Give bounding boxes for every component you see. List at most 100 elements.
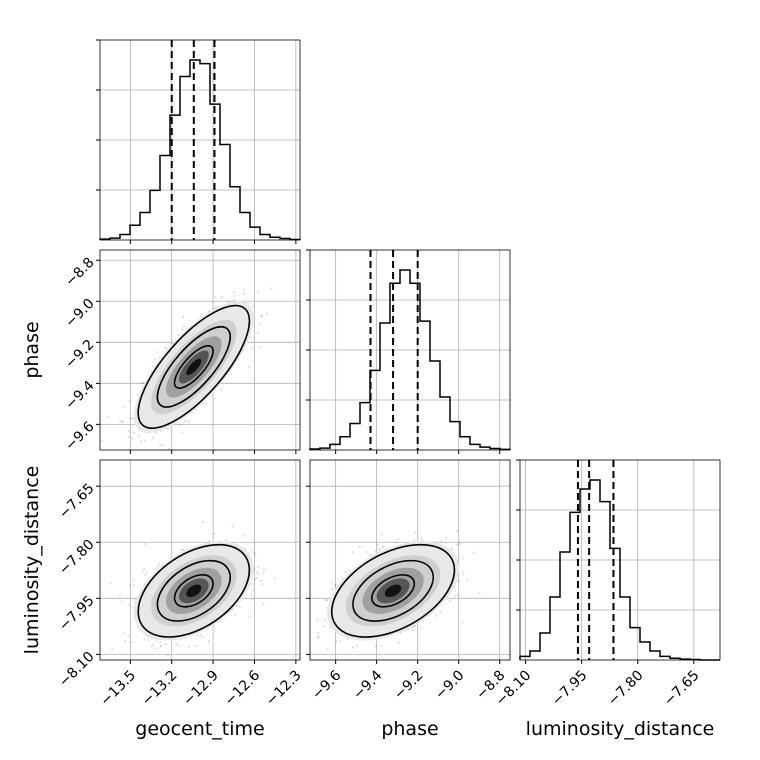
sample-point — [260, 314, 264, 317]
contour-line — [156, 559, 231, 622]
sample-point — [175, 643, 178, 646]
axes-frame — [309, 459, 511, 661]
sample-point — [335, 640, 338, 643]
sample-point — [132, 606, 135, 609]
sample-point — [252, 589, 255, 592]
sample-point — [420, 627, 423, 630]
contour-line — [137, 543, 251, 638]
sample-point — [257, 573, 260, 576]
sample-point — [257, 566, 260, 569]
sample-point — [459, 541, 462, 544]
density-level — [384, 584, 402, 598]
sample-point — [394, 541, 397, 544]
sample-point — [435, 614, 438, 617]
sample-point — [140, 440, 143, 443]
sample-point — [144, 573, 147, 576]
sample-point — [200, 313, 203, 316]
sample-point — [136, 393, 139, 396]
sample-point — [376, 544, 379, 547]
sample-point — [472, 551, 475, 554]
sample-point — [325, 599, 329, 602]
sample-point — [144, 543, 147, 546]
sample-point — [251, 549, 254, 552]
sample-point — [254, 553, 257, 556]
y-tick-label: −9.4 — [62, 378, 97, 413]
sample-point — [461, 621, 464, 624]
y-tick-label: −9.0 — [62, 296, 97, 331]
sample-point — [253, 551, 256, 554]
sample-point — [208, 540, 211, 543]
sample-point — [134, 598, 137, 601]
sample-point — [262, 603, 265, 606]
sample-point — [454, 589, 457, 592]
sample-point — [251, 582, 254, 586]
y-tick-label: −9.2 — [62, 337, 97, 372]
sample-point — [351, 646, 354, 649]
sample-point — [121, 420, 124, 424]
sample-point — [355, 644, 358, 648]
y-tick-label: −7.80 — [56, 537, 98, 579]
sample-point — [332, 587, 335, 591]
sample-point — [238, 605, 241, 609]
sample-point — [214, 305, 217, 308]
sample-point — [334, 584, 337, 587]
sample-point — [153, 358, 156, 361]
sample-point — [128, 399, 131, 402]
sample-point — [461, 557, 464, 560]
x-tick-label: −7.65 — [661, 668, 703, 710]
sample-point — [273, 577, 277, 580]
histogram-step — [519, 479, 720, 661]
sample-point — [158, 562, 161, 566]
sample-point — [382, 545, 385, 548]
x-tick-label: −7.95 — [549, 668, 591, 710]
sample-point — [208, 639, 211, 642]
sample-point — [181, 328, 184, 331]
sample-point — [326, 647, 329, 651]
sample-point — [160, 644, 163, 647]
sample-point — [156, 565, 159, 568]
sample-point — [129, 584, 132, 587]
sample-point — [141, 382, 144, 385]
sample-point — [183, 420, 186, 424]
sample-point — [365, 551, 368, 554]
density-level — [186, 584, 202, 598]
sample-point — [440, 539, 443, 542]
sample-point — [156, 351, 159, 354]
sample-point — [109, 582, 112, 585]
sample-point — [316, 618, 319, 621]
sample-point — [187, 645, 190, 649]
sample-point — [455, 529, 459, 533]
y-tick-label: −7.95 — [56, 593, 98, 635]
sample-point — [122, 405, 125, 408]
sample-point — [374, 550, 377, 553]
x-tick-label: −12.3 — [263, 668, 305, 710]
sample-point — [119, 419, 122, 422]
sample-point — [164, 643, 168, 646]
y-tick-label: −8.8 — [62, 255, 97, 290]
sample-point — [251, 304, 255, 307]
sample-point — [232, 291, 235, 294]
grid-layer — [100, 40, 720, 660]
sample-point — [242, 288, 245, 291]
sample-point — [158, 356, 161, 359]
sample-point — [381, 546, 384, 549]
sample-point — [177, 644, 180, 647]
x-axis-label-phase: phase — [381, 718, 438, 740]
sample-point — [378, 548, 381, 551]
sample-point — [380, 644, 383, 647]
sample-point — [414, 531, 417, 534]
x-tick-label: −13.5 — [98, 668, 140, 710]
sample-point — [454, 594, 457, 597]
sample-point — [130, 641, 133, 644]
sample-point — [121, 420, 124, 423]
sample-point — [456, 594, 460, 597]
sample-point — [256, 570, 259, 574]
sample-point — [196, 634, 199, 637]
sample-point — [177, 333, 180, 336]
sample-point — [201, 521, 204, 524]
sample-point — [242, 293, 246, 296]
sample-point — [324, 598, 327, 602]
sample-point — [265, 312, 268, 315]
contour-line — [173, 344, 214, 389]
sample-point — [465, 578, 468, 581]
